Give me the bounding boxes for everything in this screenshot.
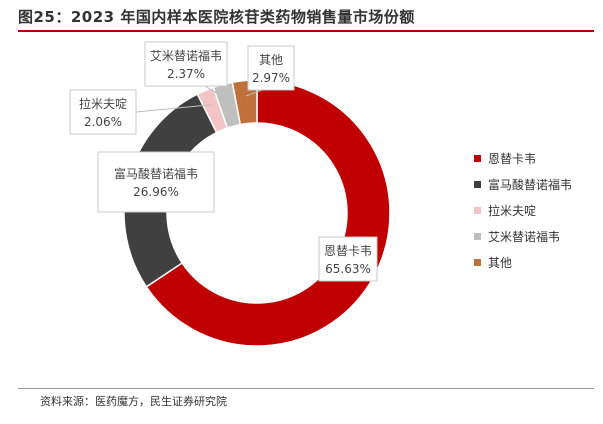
data-label-name-0: 恩替卡韦 (324, 244, 372, 258)
data-label-value-1: 26.96% (133, 185, 179, 199)
data-label-value-0: 65.63% (325, 262, 371, 276)
leader-line-4 (245, 89, 263, 97)
legend-swatch-2 (474, 207, 481, 214)
legend-swatch-3 (474, 233, 481, 240)
leader-line-2 (135, 104, 212, 113)
source-note: 资料来源：医药魔方，民生证券研究院 (40, 395, 227, 408)
legend-swatch-4 (474, 259, 481, 266)
data-label-box-1 (97, 151, 215, 213)
chart-title: 图25：2023 年国内样本医院核苷类药物销售量市场份额 (18, 8, 415, 26)
data-label-name-2: 拉米夫啶 (79, 96, 127, 111)
data-label-box-0 (318, 236, 378, 282)
legend-label-4: 其他 (488, 256, 512, 270)
data-label-name-1: 富马酸替诺福韦 (114, 166, 198, 181)
legend-label-3: 艾米替诺福韦 (488, 229, 560, 244)
title-underline (18, 30, 594, 32)
data-label-value-4: 2.97% (252, 71, 290, 85)
data-label-name-4: 其他 (259, 53, 283, 67)
data-label-box-4 (247, 45, 295, 91)
legend-swatch-0 (474, 155, 481, 162)
legend-swatch-1 (474, 181, 481, 188)
leader-line-3 (204, 85, 227, 100)
source-divider (18, 388, 594, 389)
donut-slice-4 (231, 79, 258, 126)
legend-label-2: 拉米夫啶 (488, 203, 536, 218)
data-label-value-3: 2.37% (167, 67, 205, 81)
legend-label-0: 恩替卡韦 (488, 152, 536, 166)
data-label-box-2 (69, 89, 137, 135)
legend-label-1: 富马酸替诺福韦 (488, 177, 572, 192)
data-label-box-3 (144, 41, 228, 87)
data-label-name-3: 艾米替诺福韦 (150, 48, 222, 63)
data-label-value-2: 2.06% (84, 115, 122, 129)
